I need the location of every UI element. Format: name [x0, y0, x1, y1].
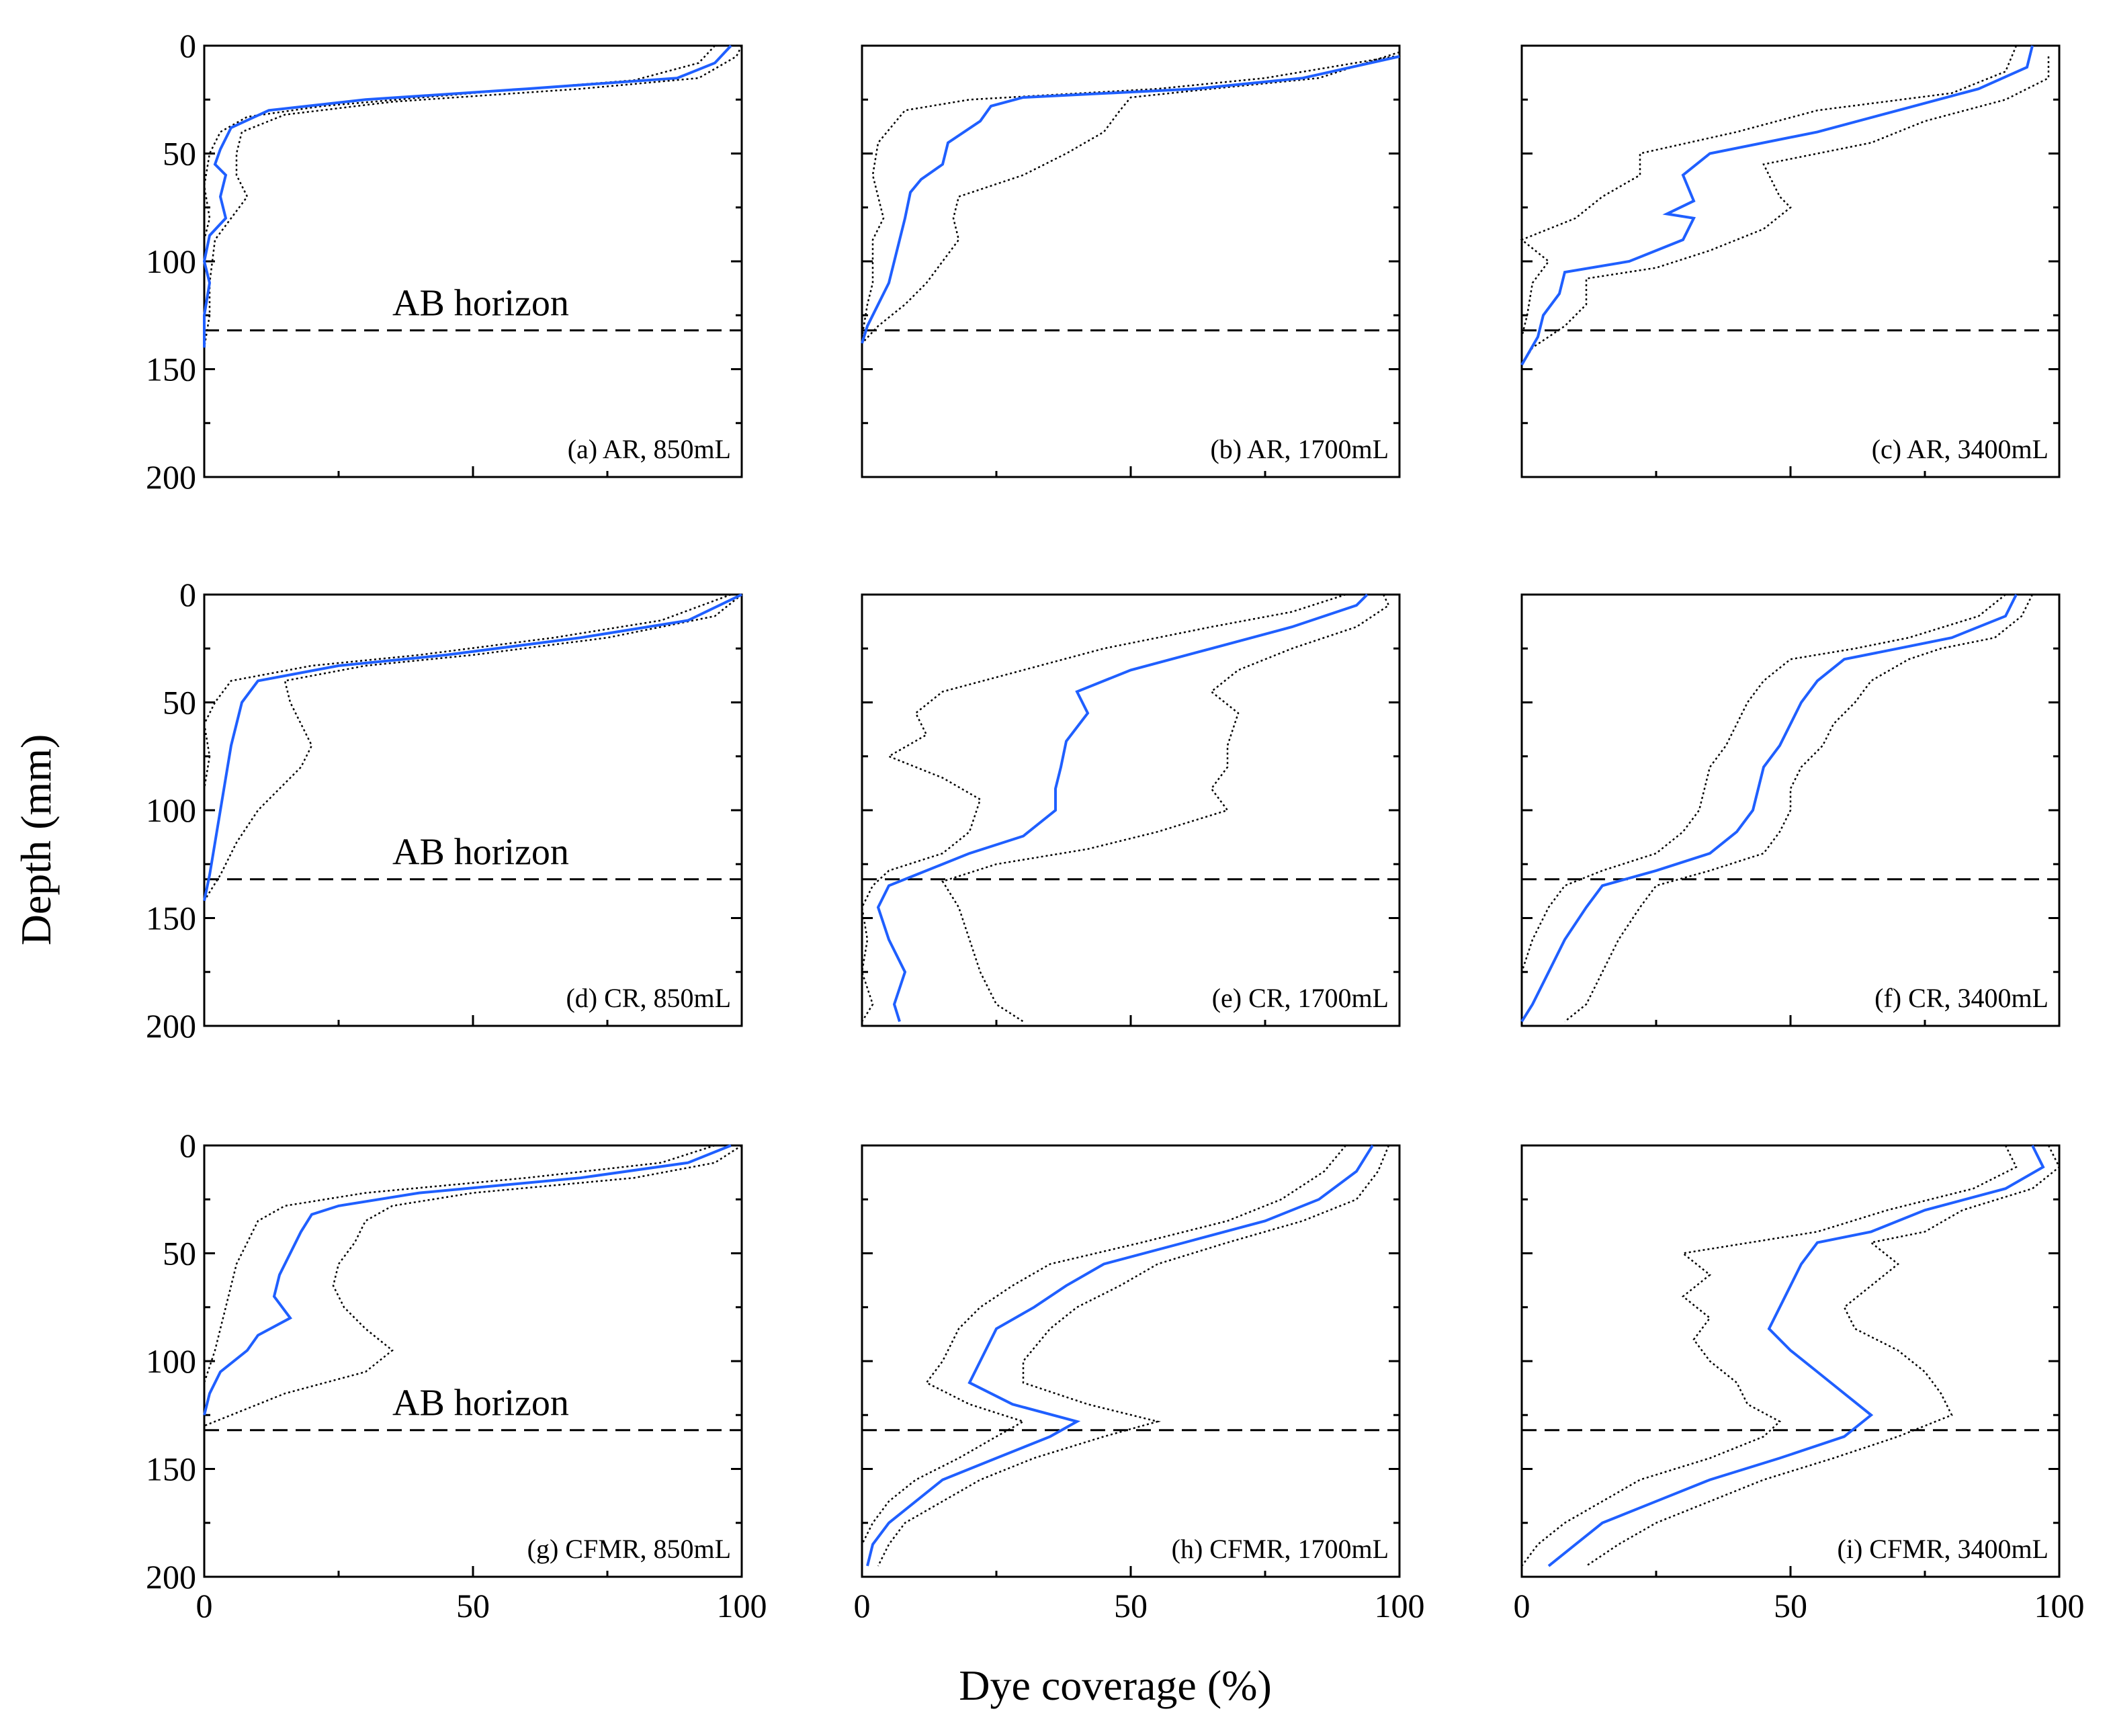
y-tick-label: 0 [179, 1127, 196, 1164]
y-tick-label: 100 [146, 791, 196, 829]
panel-4: (e) CR, 1700mL [861, 593, 1401, 1027]
series-mean [202, 44, 732, 348]
x-tick-label: 50 [1114, 1587, 1148, 1624]
series-upper [203, 45, 743, 348]
panel-frame [861, 44, 1401, 478]
series-upper [941, 594, 1390, 1023]
x-tick-label: 0 [854, 1587, 871, 1624]
x-tick-label: 50 [1774, 1587, 1807, 1624]
series-mean [876, 593, 1369, 1023]
panel-0: 0 50 100 150 200 AB horizon (a) AR, 850mL [146, 27, 743, 496]
panel-label: (g) CFMR, 850mL [527, 1534, 731, 1564]
y-axis-title: Depth (mm) [12, 734, 60, 946]
panel-frame [203, 593, 743, 1027]
panel-2: (c) AR, 3400mL [1520, 44, 2061, 478]
y-tick-label: 200 [146, 1007, 196, 1045]
panel-frame [1520, 44, 2061, 478]
x-tick-label: 100 [2034, 1587, 2085, 1624]
y-tick-label: 0 [179, 576, 196, 613]
y-tick-label: 200 [146, 1558, 196, 1596]
panel-7: 0 50 100 (h) CFMR, 1700mL [854, 1144, 1425, 1624]
series-mean [203, 1144, 732, 1416]
series-mean [1547, 1145, 2045, 1567]
panel-1: (b) AR, 1700mL [861, 44, 1401, 478]
x-tick-label: 50 [456, 1587, 490, 1624]
panel-label: (e) CR, 1700mL [1212, 983, 1389, 1013]
x-tick-label: 0 [1514, 1587, 1530, 1624]
y-tick-label: 150 [146, 900, 196, 937]
ab-horizon-label: AB horizon [392, 1383, 569, 1424]
series-upper [1564, 594, 2034, 1023]
ab-horizon-label: AB horizon [392, 283, 569, 324]
y-tick-label: 100 [146, 1342, 196, 1380]
y-tick-label: 150 [146, 351, 196, 388]
x-tick-label: 0 [196, 1587, 213, 1624]
panels: 0 50 100 150 200 AB horizon (a) AR, 850mL (b) A… [146, 27, 2085, 1624]
series-upper [861, 51, 1400, 344]
y-tick-label: 50 [163, 684, 196, 722]
y-tick-label: 50 [163, 1235, 196, 1272]
series-mean [1520, 594, 2018, 1023]
ab-horizon-label: AB horizon [392, 832, 569, 873]
series-upper [1520, 56, 2050, 365]
panel-8: 0 50 100 (i) CFMR, 3400mL [1514, 1144, 2085, 1624]
series-mean [203, 593, 742, 902]
y-tick-label: 200 [146, 458, 196, 496]
panel-label: (f) CR, 3400mL [1874, 983, 2049, 1013]
series-lower [1520, 594, 2006, 1022]
series-lower [1520, 1145, 2018, 1567]
series-upper [203, 594, 742, 902]
x-axis-title: Dye coverage (%) [959, 1661, 1272, 1709]
x-tick-label: 100 [1375, 1587, 1425, 1624]
panel-frame [203, 1144, 743, 1578]
panel-3: 0 50 100 150 200 AB horizon (d) CR, 850mL [146, 576, 743, 1045]
panel-frame [861, 1144, 1401, 1578]
series-upper [877, 1145, 1390, 1567]
x-tick-label: 100 [717, 1587, 767, 1624]
panel-frame [1520, 1144, 2061, 1578]
y-tick-label: 0 [179, 27, 196, 64]
series-mean [866, 1144, 1374, 1567]
panel-label: (i) CFMR, 3400mL [1838, 1534, 2049, 1564]
panel-label: (b) AR, 1700mL [1210, 434, 1389, 464]
series-upper [1586, 1145, 2061, 1567]
series-lower [861, 1145, 1346, 1566]
panel-label: (d) CR, 850mL [566, 983, 731, 1013]
y-tick-label: 150 [146, 1450, 196, 1488]
panel-frame [861, 593, 1401, 1027]
series-lower [1520, 45, 2018, 365]
panel-5: (f) CR, 3400mL [1520, 593, 2061, 1027]
series-mean [1520, 45, 2034, 366]
series-lower [861, 593, 1346, 1023]
panel-frame [203, 44, 743, 478]
y-tick-label: 50 [163, 135, 196, 173]
series-lower [203, 593, 732, 901]
series-upper [204, 1144, 742, 1427]
panel-label: (a) AR, 850mL [568, 434, 731, 464]
series-mean [861, 55, 1400, 344]
y-tick-label: 100 [146, 243, 196, 280]
panel-label: (c) AR, 3400mL [1872, 434, 2049, 464]
panel-label: (h) CFMR, 1700mL [1172, 1534, 1389, 1564]
series-lower [861, 55, 1395, 337]
